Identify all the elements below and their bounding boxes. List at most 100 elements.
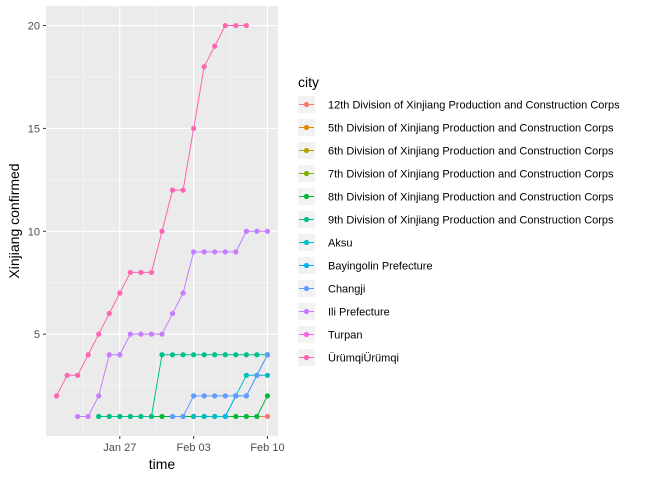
data-point xyxy=(191,413,197,420)
data-point xyxy=(159,413,165,420)
legend-key-point xyxy=(303,308,310,315)
legend-item: 8th Division of Xinjiang Production and … xyxy=(298,188,614,205)
legend-key-point xyxy=(303,216,310,223)
legend-item: Aksu xyxy=(298,234,352,251)
data-point xyxy=(106,310,112,317)
legend-label: Changji xyxy=(328,284,365,296)
series-line xyxy=(172,354,268,417)
legend-label: 5th Division of Xinjiang Production and … xyxy=(328,123,614,135)
data-point xyxy=(201,393,207,399)
legend-key-point xyxy=(303,285,310,292)
data-point xyxy=(106,413,112,420)
legend-item: 12th Division of Xinjiang Production and… xyxy=(298,96,620,113)
data-point xyxy=(148,331,155,337)
legend-item: 7th Division of Xinjiang Production and … xyxy=(298,165,614,182)
data-point xyxy=(243,372,249,378)
data-point xyxy=(117,413,123,420)
legend-item: Turpan xyxy=(298,326,362,343)
legend-key-point xyxy=(303,193,310,200)
data-point xyxy=(169,187,176,193)
legend-item: 6th Division of Xinjiang Production and … xyxy=(298,142,614,159)
data-point xyxy=(254,352,260,358)
x-tick-label: Feb 10 xyxy=(250,442,284,454)
y-axis-title: Xinjiang confirmed xyxy=(6,163,22,278)
data-point xyxy=(201,249,207,255)
x-tick-label: Feb 03 xyxy=(177,442,211,454)
data-point xyxy=(169,413,176,420)
data-point xyxy=(254,413,260,420)
data-point xyxy=(233,249,239,255)
x-axis-title: time xyxy=(149,456,176,472)
data-point xyxy=(243,393,249,399)
legend-item: Ili Prefecture xyxy=(298,303,390,320)
data-point xyxy=(222,249,228,255)
data-point xyxy=(180,187,186,193)
data-point xyxy=(264,228,271,234)
legend-label: 9th Division of Xinjiang Production and … xyxy=(328,215,614,227)
data-point xyxy=(127,331,133,337)
series-8 xyxy=(169,352,271,420)
legend-label: Aksu xyxy=(328,238,352,250)
legend-label: 12th Division of Xinjiang Production and… xyxy=(328,100,620,112)
data-point xyxy=(85,413,91,420)
data-point xyxy=(264,372,271,378)
y-tick-label: 10 xyxy=(28,226,40,238)
data-point xyxy=(169,352,176,358)
data-point xyxy=(212,393,218,399)
data-point xyxy=(180,290,186,296)
major-gridlines xyxy=(46,6,278,436)
data-point xyxy=(75,413,81,420)
legend-label: Turpan xyxy=(328,330,362,342)
legend-key-point xyxy=(303,239,310,246)
data-point xyxy=(233,352,239,358)
legend-key-point xyxy=(303,354,310,361)
data-point xyxy=(138,413,144,420)
legend-label: 8th Division of Xinjiang Production and … xyxy=(328,192,614,204)
data-point xyxy=(159,331,165,337)
legend-key-point xyxy=(303,124,310,131)
legend-title: city xyxy=(298,74,319,90)
data-point xyxy=(96,393,102,399)
legend-label: 6th Division of Xinjiang Production and … xyxy=(328,146,614,158)
legend-item: Changji xyxy=(298,280,365,297)
data-point xyxy=(138,331,144,337)
series-5 xyxy=(96,352,271,420)
series-layer xyxy=(53,22,271,420)
data-point xyxy=(212,413,218,420)
data-point xyxy=(201,64,207,70)
data-point xyxy=(233,22,239,29)
legend-key-point xyxy=(303,170,310,177)
data-point xyxy=(96,413,102,420)
data-point xyxy=(254,228,260,234)
data-point xyxy=(169,310,176,317)
data-point xyxy=(159,352,165,358)
data-point xyxy=(191,352,197,358)
data-point xyxy=(148,269,155,276)
legend-item: 5th Division of Xinjiang Production and … xyxy=(298,119,614,136)
legend-item: 9th Division of Xinjiang Production and … xyxy=(298,211,614,228)
data-point xyxy=(222,352,228,358)
data-point xyxy=(148,413,155,420)
data-point xyxy=(191,393,197,399)
legend-label: ÜrümqiÜrümqi xyxy=(328,353,399,365)
data-point xyxy=(201,413,207,420)
legend-item: ÜrümqiÜrümqi xyxy=(298,349,399,366)
data-point xyxy=(201,352,207,358)
data-point xyxy=(264,413,271,420)
data-point xyxy=(212,43,218,49)
data-point xyxy=(75,372,81,378)
data-point xyxy=(243,22,249,29)
series-9 xyxy=(75,228,271,420)
data-point xyxy=(222,413,228,420)
data-point xyxy=(222,393,228,399)
data-point xyxy=(117,352,123,358)
legend-item: Bayingolin Prefecture xyxy=(298,257,433,274)
data-point xyxy=(180,352,186,358)
data-point xyxy=(212,352,218,358)
legend: city 12th Division of Xinjiang Productio… xyxy=(298,74,620,366)
data-point xyxy=(127,269,133,276)
panel-background xyxy=(46,6,278,436)
legend-key-point xyxy=(303,262,310,269)
legend-key-point xyxy=(303,331,310,338)
